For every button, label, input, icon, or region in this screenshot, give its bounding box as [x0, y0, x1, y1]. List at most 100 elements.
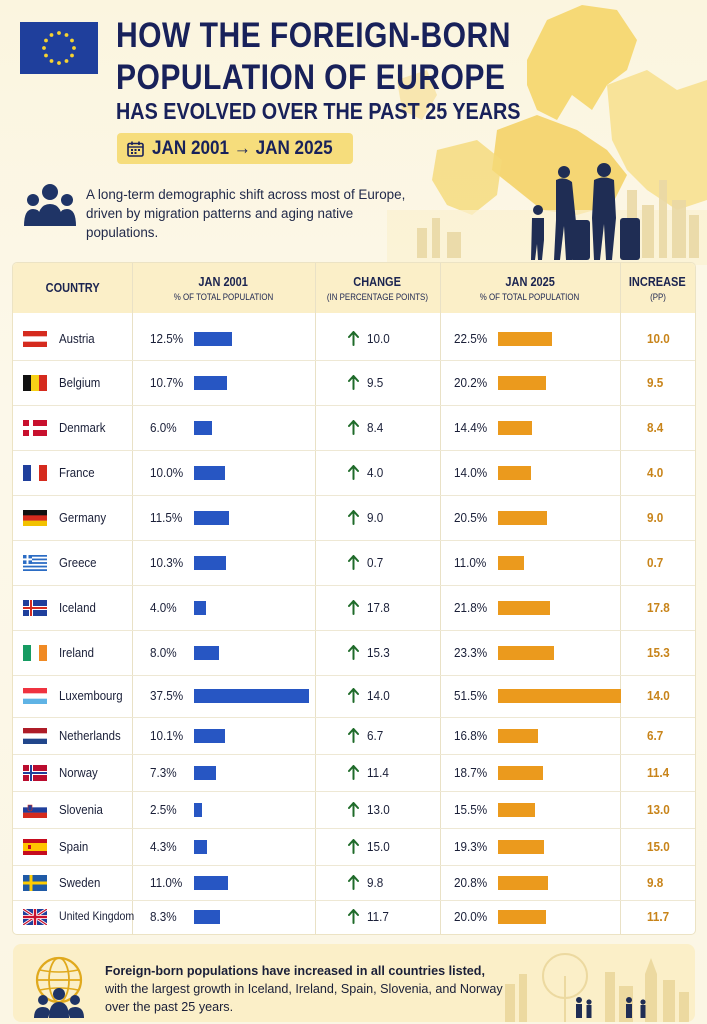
bar-2001 — [194, 689, 309, 703]
up-arrow-icon — [348, 874, 359, 890]
value-2001: 12.5% — [150, 330, 184, 346]
row-divider — [13, 630, 695, 631]
up-arrow-icon — [348, 554, 359, 570]
bar-2001 — [194, 600, 207, 615]
column-divider — [440, 263, 441, 934]
increase-value: 0.7 — [647, 554, 664, 570]
value-2025: 20.0% — [454, 909, 488, 924]
increase-value: 8.4 — [647, 419, 664, 435]
header-country: COUNTRY — [45, 281, 100, 295]
country-name: Spain — [59, 838, 89, 854]
bar-2025 — [498, 420, 533, 435]
row-divider — [13, 360, 695, 361]
header-increase: INCREASE (PP) — [629, 274, 686, 302]
increase-value: 10.0 — [647, 330, 670, 346]
eu-flag-icon — [20, 22, 98, 74]
value-2025: 15.5% — [454, 801, 488, 817]
value-2001: 37.5% — [150, 688, 184, 703]
row-divider — [13, 675, 695, 676]
footer-line3: over the past 25 years. — [105, 1000, 234, 1014]
netherlands-flag-icon — [23, 727, 47, 744]
up-arrow-icon — [348, 419, 359, 435]
page-subtitle: HAS EVOLVED OVER THE PAST 25 YEARS — [116, 98, 521, 124]
change-value: 8.4 — [367, 419, 384, 435]
calendar-icon — [127, 141, 144, 157]
value-2025: 16.8% — [454, 727, 488, 743]
country-name: Sweden — [59, 874, 101, 890]
austria-flag-icon — [23, 330, 47, 347]
value-2001: 8.3% — [150, 909, 177, 924]
bar-2001 — [194, 875, 228, 890]
bar-2025 — [498, 645, 554, 660]
france-flag-icon — [23, 464, 47, 481]
increase-value: 9.8 — [647, 874, 664, 890]
ireland-flag-icon — [23, 644, 47, 661]
value-2001: 10.0% — [150, 464, 184, 480]
globe-people-icon — [34, 956, 84, 1018]
increase-value: 9.0 — [647, 509, 664, 525]
denmark-flag-icon — [23, 419, 47, 436]
up-arrow-icon — [348, 688, 359, 703]
bar-2025 — [498, 689, 621, 703]
value-2025: 20.5% — [454, 509, 488, 525]
travelers-illustration — [531, 163, 640, 260]
change-value: 9.8 — [367, 874, 384, 890]
up-arrow-icon — [348, 727, 359, 743]
date-range-badge: JAN 2001 → JAN 2025 — [117, 133, 353, 164]
row-divider — [13, 585, 695, 586]
row-divider — [13, 717, 695, 718]
bar-2001 — [194, 375, 227, 390]
value-2001: 11.5% — [150, 509, 183, 525]
up-arrow-icon — [348, 644, 359, 660]
value-2001: 10.1% — [150, 727, 184, 743]
header-jan-2025: JAN 2025 % OF TOTAL POPULATION — [480, 274, 580, 302]
increase-value: 15.3 — [647, 644, 670, 660]
up-arrow-icon — [348, 801, 359, 817]
people-icon — [24, 184, 76, 226]
value-2001: 7.3% — [150, 764, 177, 780]
value-2001: 10.7% — [150, 374, 184, 390]
change-value: 13.0 — [367, 801, 390, 817]
country-name: Iceland — [59, 599, 96, 615]
up-arrow-icon — [348, 509, 359, 525]
row-divider — [13, 791, 695, 792]
increase-value: 17.8 — [647, 599, 670, 615]
country-name: Austria — [59, 330, 95, 346]
greece-flag-icon — [23, 554, 47, 571]
bar-2001 — [194, 331, 233, 346]
country-name: Norway — [59, 764, 98, 780]
data-table: COUNTRY JAN 2001 % OF TOTAL POPULATION C… — [13, 263, 695, 934]
change-value: 9.0 — [367, 509, 384, 525]
bar-2025 — [498, 510, 547, 525]
spain-flag-icon — [23, 838, 47, 855]
column-divider — [315, 263, 316, 934]
footer-note: Foreign-born populations have increased … — [13, 944, 695, 1022]
bar-2001 — [194, 420, 213, 435]
country-name: Belgium — [59, 374, 101, 390]
bar-2001 — [194, 802, 202, 817]
change-value: 0.7 — [367, 554, 384, 570]
value-2025: 14.4% — [454, 419, 488, 435]
increase-value: 13.0 — [647, 801, 670, 817]
up-arrow-icon — [348, 464, 359, 480]
germany-flag-icon — [23, 509, 47, 526]
country-name: Luxembourg — [59, 688, 123, 703]
increase-value: 6.7 — [647, 727, 664, 743]
iceland-flag-icon — [23, 599, 47, 616]
row-divider — [13, 900, 695, 901]
bar-2025 — [498, 802, 535, 817]
change-value: 11.4 — [367, 764, 389, 780]
country-name: United Kingdom — [59, 909, 135, 923]
increase-value: 9.5 — [647, 374, 664, 390]
bar-2025 — [498, 875, 548, 890]
increase-value: 4.0 — [647, 464, 664, 480]
bar-2001 — [194, 555, 226, 570]
row-divider — [13, 828, 695, 829]
bar-2001 — [194, 910, 220, 924]
value-2001: 11.0% — [150, 874, 183, 890]
row-divider — [13, 754, 695, 755]
value-2025: 14.0% — [454, 464, 488, 480]
value-2025: 22.5% — [454, 330, 488, 346]
value-2025: 51.5% — [454, 688, 488, 703]
value-2001: 6.0% — [150, 419, 177, 435]
